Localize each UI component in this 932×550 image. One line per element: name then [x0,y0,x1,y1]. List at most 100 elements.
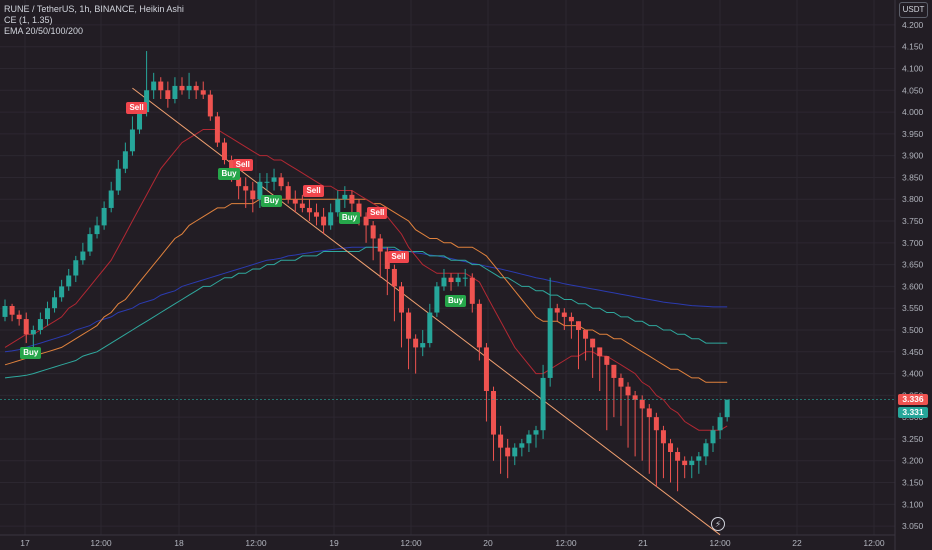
ce-indicator-label[interactable]: CE (1, 1.35) [4,15,53,25]
candle-body [52,297,58,309]
candle-body [80,251,86,261]
candle-body [710,430,716,444]
candle-body [257,181,263,200]
candle-body [16,314,22,320]
candle-body [625,386,631,396]
candle-body [151,81,157,91]
candle-body [469,277,475,304]
candle-body [342,194,348,200]
price-tick-label: 4.050 [902,85,924,95]
time-tick-label: 12:00 [400,538,422,548]
candle-body [448,277,454,283]
candle-body [2,306,8,317]
candle-body [703,443,709,457]
buy-signal-label: Buy [338,211,360,224]
price-tick-label: 4.200 [902,20,924,30]
candle-body [66,275,72,287]
price-tick-label: 3.250 [902,434,924,444]
candle-body [434,286,440,313]
candle-body [568,316,574,322]
ema200-line [4,246,728,353]
candle-body [236,177,242,187]
candle-body [575,321,581,330]
candle-body [250,190,256,200]
candle-body [214,116,220,143]
price-tick-label: 3.550 [902,303,924,313]
price-tick-label: 3.800 [902,194,924,204]
sell-signal-label: Sell [388,250,409,263]
buy-signal-label: Buy [20,347,42,360]
candle-body [115,168,121,191]
sell-signal-label: Sell [126,102,147,115]
candle-body [604,356,610,365]
candle-body [611,364,617,378]
symbol-info[interactable]: RUNE / TetherUS, 1h, BINANCE, Heikin Ash… [4,4,184,14]
price-tick-label: 3.850 [902,172,924,182]
candle-body [590,338,596,348]
price-tick-label: 3.050 [902,521,924,531]
candle-body [455,277,461,283]
candle-body [427,312,433,344]
candle-body [420,343,426,348]
price-tick-label: 3.150 [902,478,924,488]
sell-signal-label: Sell [232,159,253,172]
sell-signal-label: Sell [303,185,324,198]
price-tick-label: 3.500 [902,325,924,335]
candle-body [441,277,447,287]
ema20-line [4,129,728,431]
candle-body [406,312,412,339]
candle-body [44,308,50,320]
candle-body [384,251,390,269]
price-tick-label: 3.900 [902,151,924,161]
price-tick-label: 3.600 [902,281,924,291]
currency-button[interactable]: USDT [899,2,928,18]
candle-body [299,203,305,208]
candle-body [483,347,489,391]
candle-body [158,81,164,91]
time-tick-label: 17 [20,538,30,548]
price-tick-label: 3.750 [902,216,924,226]
candle-body [689,460,695,466]
candle-body [328,212,334,226]
candle-body [335,199,341,213]
candle-body [292,199,298,204]
price-tick-label: 3.450 [902,347,924,357]
candle-body [285,186,291,200]
price-tick-label: 3.100 [902,499,924,509]
candle-body [675,452,681,461]
time-tick-label: 18 [174,538,184,548]
last-price-tag: 3.336 [898,394,928,406]
candle-body [186,85,192,91]
ema-indicator-label[interactable]: EMA 20/50/100/200 [4,26,84,36]
candle-body [618,377,624,387]
price-tick-label: 3.700 [902,238,924,248]
candle-body [660,430,666,444]
close-price-tag: 3.331 [898,406,928,418]
time-tick-label: 12:00 [90,538,112,548]
candle-body [561,312,567,317]
candle-body [137,112,143,130]
buy-signal-label: Buy [218,168,240,181]
candle-body [554,308,560,313]
time-tick-label: 12:00 [863,538,885,548]
sell-signal-label: Sell [367,207,388,220]
candle-body [639,399,645,409]
candle-body [540,377,546,431]
ema100-line [4,246,728,379]
candle-body [717,417,723,431]
candle-body [243,186,249,191]
candle-body [165,90,171,99]
candle-body [200,90,206,95]
candle-body [207,94,213,117]
candle-body [398,286,404,313]
candle-body [264,181,270,183]
candle-body [653,417,659,431]
candle-body [547,308,553,378]
candle-body [108,190,114,208]
candle-body [462,277,468,279]
bolt-icon[interactable]: ⚡ [711,517,725,531]
candle-body [179,85,185,91]
candle-body [526,434,532,444]
candle-body [193,85,199,91]
